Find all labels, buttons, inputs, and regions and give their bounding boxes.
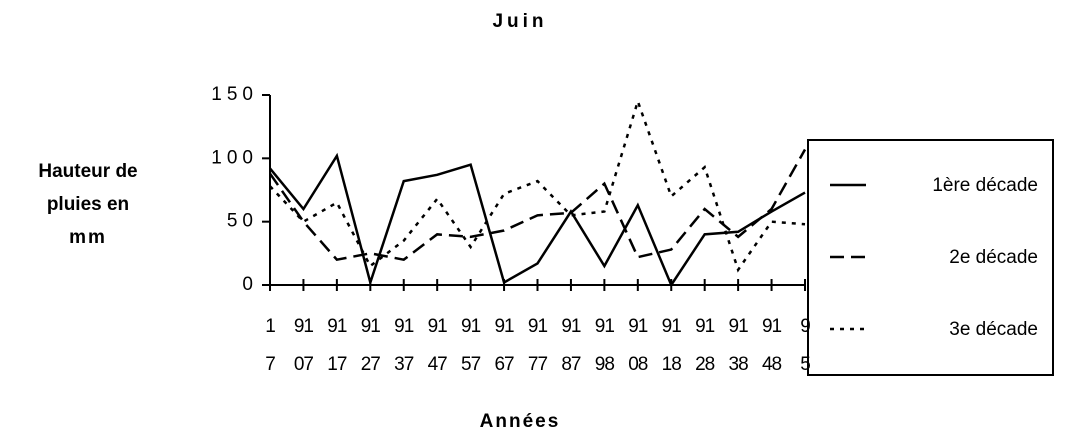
y-axis-label: Hauteur de — [38, 161, 137, 182]
x-tick-label: 67 — [494, 354, 514, 375]
x-tick-label: 77 — [528, 354, 548, 375]
x-tick-label: 07 — [294, 354, 314, 375]
x-tick-label: 91 — [461, 316, 481, 337]
x-tick-label: 17 — [327, 354, 347, 375]
legend-label: 1ère décade — [932, 175, 1038, 196]
x-tick-label: 5 — [800, 354, 810, 375]
x-tick-label: 37 — [394, 354, 414, 375]
x-tick-label: 91 — [595, 316, 615, 337]
series-line — [268, 148, 807, 262]
x-tick-label: 7 — [265, 354, 275, 375]
legend-label: 2e décade — [949, 247, 1038, 268]
x-tick-label: 91 — [494, 316, 514, 337]
x-tick-label: 87 — [561, 354, 581, 375]
x-tick-label: 1 — [265, 316, 275, 337]
x-tick-label: 91 — [294, 316, 314, 337]
x-tick-label: 91 — [528, 316, 548, 337]
x-tick-label: 91 — [662, 316, 682, 337]
x-axis-label: Années — [480, 411, 561, 432]
x-tick-label: 91 — [695, 316, 715, 337]
y-tick-label: 100 — [211, 147, 258, 168]
x-tick-label: 28 — [695, 354, 715, 375]
x-tick-label: 91 — [361, 316, 381, 337]
x-tick-label: 91 — [428, 316, 448, 337]
x-tick-label: 91 — [628, 316, 648, 337]
x-tick-label: 91 — [561, 316, 581, 337]
chart-title: Juin — [492, 11, 547, 32]
x-tick-label: 98 — [595, 354, 615, 375]
x-tick-label: 91 — [762, 316, 782, 337]
x-tick-label: 9 — [800, 316, 810, 337]
y-tick-label: 0 — [242, 274, 258, 295]
x-tick-label: 91 — [729, 316, 749, 337]
legend-label: 3e décade — [949, 319, 1038, 340]
y-axis-label: mm — [69, 227, 107, 248]
x-tick-label: 47 — [428, 354, 448, 375]
y-axis-label: pluies en — [47, 194, 129, 215]
x-tick-label: 18 — [662, 354, 682, 375]
x-tick-label: 38 — [729, 354, 749, 375]
y-tick-label: 150 — [211, 84, 258, 105]
x-tick-label: 57 — [461, 354, 481, 375]
legend-box — [807, 139, 1054, 376]
x-tick-label: 91 — [327, 316, 347, 337]
y-tick-label: 50 — [227, 211, 258, 232]
series-line — [269, 152, 806, 288]
x-tick-label: 91 — [394, 316, 414, 337]
x-tick-label: 48 — [762, 354, 782, 375]
x-tick-label: 27 — [361, 354, 381, 375]
x-tick-label: 08 — [628, 354, 648, 375]
series-line — [269, 97, 806, 273]
